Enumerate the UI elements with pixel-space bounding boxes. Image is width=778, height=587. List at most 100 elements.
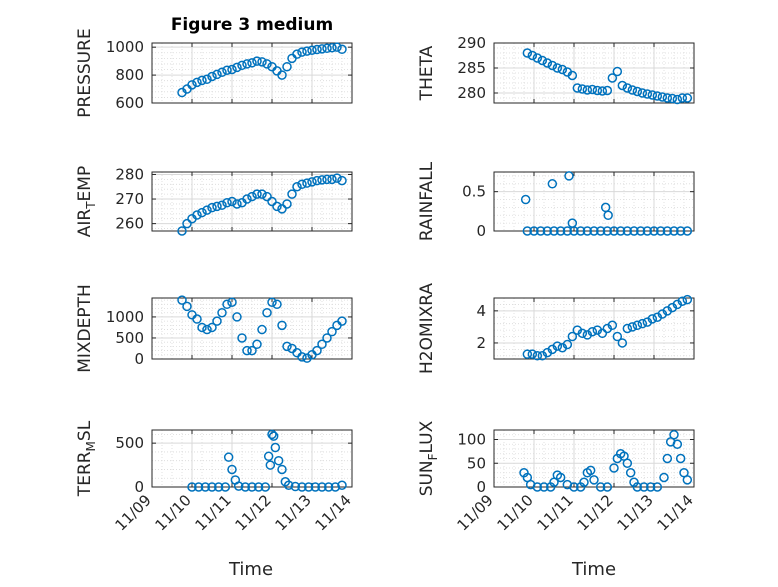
data-point [589, 226, 599, 236]
data-point [217, 307, 227, 318]
y-tick-label: 280 [457, 84, 486, 102]
data-point [323, 482, 334, 492]
data-point [535, 226, 546, 236]
data-point [237, 333, 247, 343]
data-point [232, 199, 242, 209]
data-point [200, 482, 211, 492]
y-tick-label: 500 [115, 329, 144, 347]
data-point [253, 482, 264, 492]
data-point [237, 60, 247, 71]
axes-box [493, 429, 695, 488]
data-point [582, 85, 593, 95]
data-point [207, 71, 217, 82]
x-tick-label: 11/12 [232, 491, 275, 534]
data-point [575, 226, 586, 236]
data-point [527, 50, 538, 61]
data-point [607, 73, 618, 83]
data-point [672, 439, 683, 449]
data-point [265, 460, 276, 470]
x-tick-label: 11/10 [494, 491, 537, 534]
data-point [193, 482, 204, 492]
data-point [655, 226, 666, 236]
data-point [312, 345, 322, 356]
data-point [192, 314, 202, 324]
data-point [177, 295, 187, 305]
data-point [625, 468, 636, 478]
data-point [337, 44, 347, 55]
data-point [597, 86, 608, 96]
data-point [268, 431, 279, 441]
y-tick-label: 500 [115, 434, 144, 452]
axes-box [151, 297, 353, 360]
data-point [182, 301, 192, 312]
data-point [302, 46, 312, 56]
data-point [649, 226, 659, 236]
data-point [527, 349, 538, 359]
data-point [587, 84, 598, 95]
data-point [552, 341, 563, 351]
data-point [547, 60, 558, 71]
data-point [262, 191, 272, 202]
data-point [277, 320, 287, 331]
data-point [232, 312, 242, 322]
x-tick-label: 11/11 [534, 491, 577, 534]
data-point [302, 178, 312, 188]
data-point [257, 189, 267, 199]
y-tick-label: 260 [115, 215, 144, 233]
data-point [212, 201, 222, 212]
data-point [597, 328, 608, 339]
y-axis-label: AIRTEMP [75, 166, 98, 237]
data-point [567, 218, 578, 228]
data-point [577, 328, 588, 339]
y-tick-label: 0 [134, 478, 144, 496]
data-point [292, 49, 302, 59]
data-point [579, 477, 589, 487]
data-point [212, 69, 222, 80]
data-point [585, 465, 596, 476]
y-tick-label: 280 [115, 165, 144, 183]
data-point [549, 226, 559, 236]
data-point [317, 339, 327, 350]
data-point [297, 482, 307, 492]
data-point [322, 333, 332, 343]
data-point [637, 318, 648, 329]
data-point [197, 322, 207, 333]
subplot-mixdepth: 0 500 1000 MIXDEPTH [75, 284, 353, 373]
x-tick-label: 11/10 [152, 491, 195, 534]
data-point [307, 45, 317, 56]
axes-box [151, 42, 353, 104]
data-point [262, 59, 272, 69]
data-point [662, 453, 673, 464]
data-point [337, 316, 347, 326]
y-axis-label: TERRMSL [75, 420, 98, 497]
data-point [232, 62, 242, 73]
data-point [635, 226, 646, 236]
data-point [595, 482, 606, 492]
data-point [192, 77, 202, 88]
data-point [220, 482, 231, 492]
data-point [520, 194, 531, 205]
data-point [277, 464, 287, 475]
axes-box [151, 429, 353, 488]
data-point [317, 175, 327, 185]
y-tick-label: 0 [476, 222, 486, 240]
data-point [257, 324, 267, 335]
x-axis-label-left: Time [228, 559, 273, 580]
data-point [647, 314, 658, 324]
data-point [310, 482, 321, 492]
data-point [672, 94, 683, 105]
data-point [260, 482, 271, 492]
data-point [602, 85, 613, 96]
data-point [197, 75, 207, 86]
y-axis-label: SUNFLUX [417, 420, 440, 496]
data-point [247, 345, 257, 356]
data-point [312, 44, 322, 55]
data-point [537, 55, 548, 66]
data-point [297, 179, 307, 190]
data-point [227, 464, 237, 475]
data-point [213, 482, 224, 492]
data-point [522, 226, 533, 236]
data-point [592, 85, 603, 96]
data-point [273, 455, 284, 466]
